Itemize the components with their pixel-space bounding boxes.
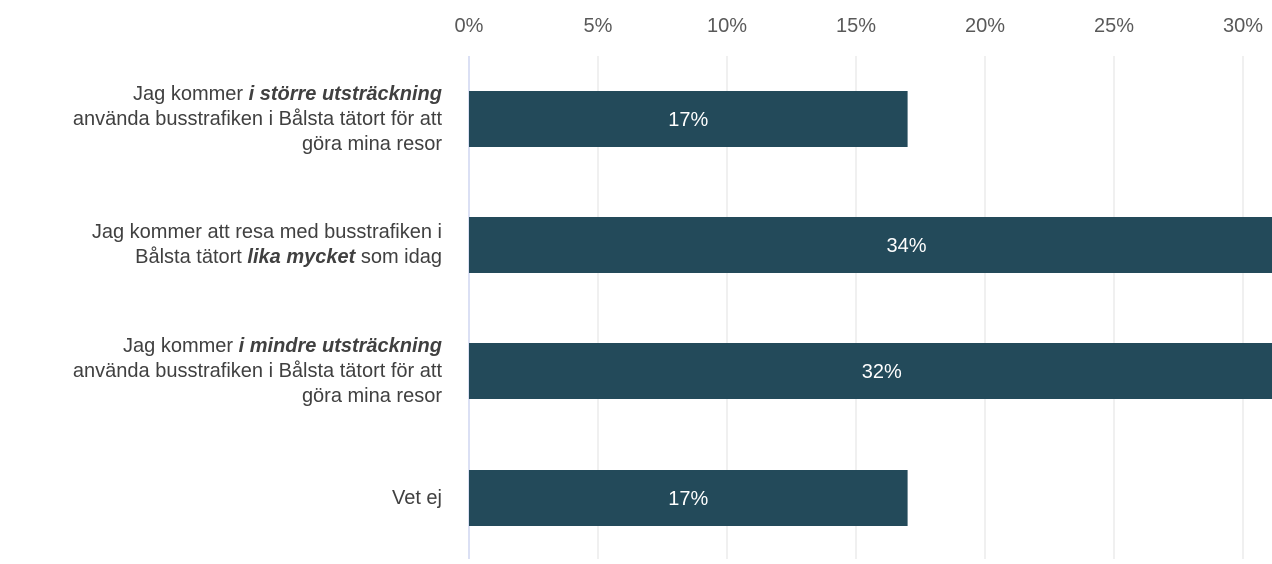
category-label-part: i mindre utsträckning: [238, 334, 442, 357]
bar: [469, 343, 1272, 399]
category-label-line: Bålsta tätort lika mycket som idag: [0, 245, 442, 270]
bar-data-label: 17%: [668, 109, 708, 131]
category-label-part: Jag kommer: [133, 82, 249, 105]
bar: [469, 91, 908, 147]
category-label-line: Jag kommer i mindre utsträckning: [0, 334, 442, 359]
x-tick-label: 0%: [455, 15, 484, 37]
category-label-line: göra mina resor: [0, 384, 442, 409]
bar-data-label: 34%: [886, 235, 926, 257]
x-tick-label: 15%: [836, 15, 876, 37]
category-label: Jag kommer att resa med busstrafiken i Bå…: [0, 220, 442, 270]
category-label-line: använda busstrafiken i Bålsta tätort för…: [0, 359, 442, 384]
category-label: Jag kommer i större utsträckning använda …: [0, 82, 442, 157]
category-label: Vet ej: [0, 486, 442, 511]
category-label-line: göra mina resor: [0, 132, 442, 157]
category-label-part: använda busstrafiken i Bålsta tätort för…: [72, 359, 442, 382]
bar: [469, 470, 908, 526]
category-label-line: Vet ej: [0, 486, 442, 511]
category-label-line: använda busstrafiken i Bålsta tätort för…: [0, 107, 442, 132]
category-label-part: Jag kommer: [123, 334, 239, 357]
bar-data-label: 32%: [862, 361, 902, 383]
category-label-part: Vet ej: [391, 486, 442, 509]
category-label-part: använda busstrafiken i Bålsta tätort för…: [72, 107, 442, 130]
category-label: Jag kommer i mindre utsträckning använda …: [0, 334, 442, 409]
x-tick-label: 10%: [707, 15, 747, 37]
category-label-part: som idag: [355, 246, 442, 268]
category-label-part: göra mina resor: [301, 132, 442, 155]
category-label-part: lika mycket: [247, 246, 356, 268]
category-label-part: Bålsta tätort: [135, 246, 248, 268]
category-label-line: Jag kommer i större utsträckning: [0, 82, 442, 107]
category-label-part: Jag kommer att resa med busstrafiken i: [91, 221, 442, 243]
x-tick-label: 5%: [584, 15, 613, 37]
x-tick-label: 20%: [965, 15, 1005, 37]
category-label-part: göra mina resor: [301, 384, 442, 407]
bar: [469, 217, 1272, 273]
x-tick-label: 25%: [1094, 15, 1134, 37]
x-tick-label: 30%: [1223, 15, 1263, 37]
category-label-line: Jag kommer att resa med busstrafiken i: [0, 220, 442, 245]
category-label-part: i större utsträckning: [248, 82, 442, 105]
bar-data-label: 17%: [668, 488, 708, 510]
